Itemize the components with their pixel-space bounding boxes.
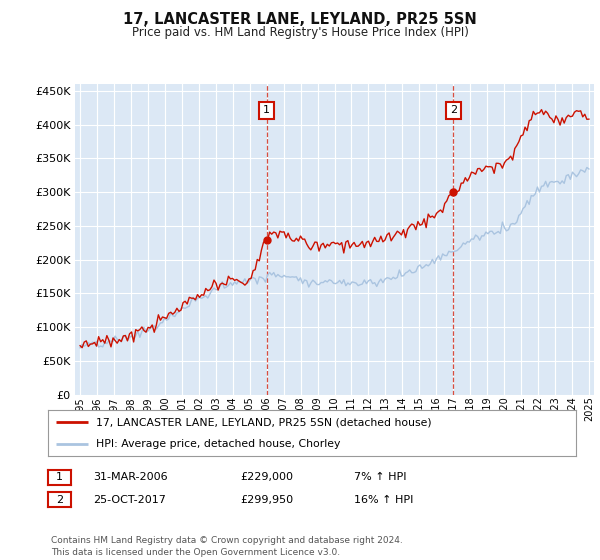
Text: 16% ↑ HPI: 16% ↑ HPI (354, 494, 413, 505)
Text: 17, LANCASTER LANE, LEYLAND, PR25 5SN: 17, LANCASTER LANE, LEYLAND, PR25 5SN (123, 12, 477, 27)
Text: £229,000: £229,000 (240, 472, 293, 482)
Text: Contains HM Land Registry data © Crown copyright and database right 2024.
This d: Contains HM Land Registry data © Crown c… (51, 536, 403, 557)
Text: 1: 1 (56, 472, 63, 482)
Text: 31-MAR-2006: 31-MAR-2006 (93, 472, 167, 482)
Text: 2: 2 (56, 494, 63, 505)
Text: Price paid vs. HM Land Registry's House Price Index (HPI): Price paid vs. HM Land Registry's House … (131, 26, 469, 39)
Text: 2: 2 (449, 105, 457, 115)
Text: 17, LANCASTER LANE, LEYLAND, PR25 5SN (detached house): 17, LANCASTER LANE, LEYLAND, PR25 5SN (d… (95, 417, 431, 427)
Text: 1: 1 (263, 105, 270, 115)
Text: £299,950: £299,950 (240, 494, 293, 505)
Text: 25-OCT-2017: 25-OCT-2017 (93, 494, 166, 505)
Text: 7% ↑ HPI: 7% ↑ HPI (354, 472, 407, 482)
Text: HPI: Average price, detached house, Chorley: HPI: Average price, detached house, Chor… (95, 439, 340, 449)
